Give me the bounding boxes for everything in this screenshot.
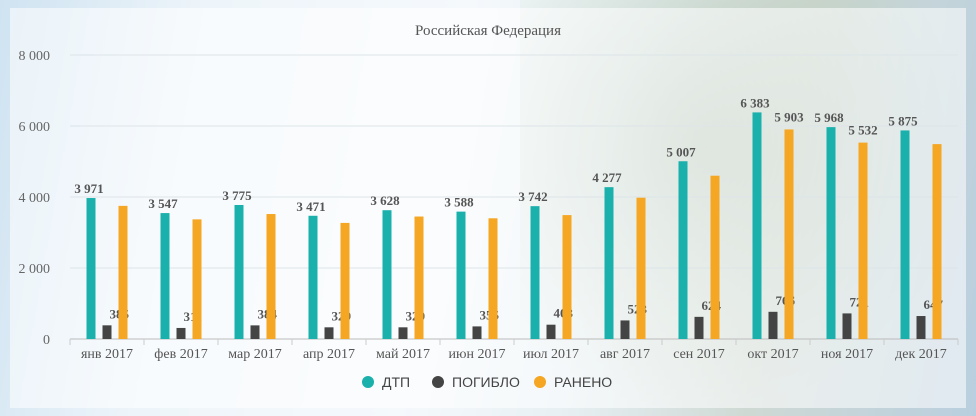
- bar-injured: [784, 129, 794, 339]
- y-tick-label: 0: [43, 333, 50, 348]
- y-tick-label: 6 000: [19, 120, 51, 135]
- bar-dtp: [308, 215, 318, 339]
- x-tick-label: окт 2017: [747, 347, 798, 362]
- bar-dtp: [678, 161, 688, 339]
- bar-killed: [546, 324, 556, 339]
- legend-marker-injured: [534, 376, 546, 388]
- bar-killed: [102, 325, 112, 339]
- bar-injured: [118, 205, 128, 339]
- data-label-dtp: 4 277: [592, 170, 622, 185]
- x-tick-label: июн 2017: [449, 347, 506, 362]
- gridlines: [70, 54, 958, 340]
- legend-label-injured: РАНЕНО: [554, 374, 612, 390]
- data-label-dtp: 3 742: [518, 189, 547, 204]
- bar-injured: [266, 214, 276, 339]
- bar-injured: [340, 222, 350, 339]
- bar-killed: [916, 316, 926, 339]
- bar-dtp: [160, 213, 170, 339]
- chart-title: Российская Федерация: [415, 23, 561, 39]
- bar-dtp: [382, 210, 392, 339]
- bar-killed: [694, 316, 704, 339]
- data-label-dtp: 3 971: [74, 181, 103, 196]
- bar-injured: [488, 218, 498, 339]
- x-axis: янв 2017 фев 2017 мар 2017 апр 2017 май 2017…: [69, 339, 959, 362]
- x-tick-label: сен 2017: [673, 347, 725, 362]
- bar-injured: [562, 215, 572, 339]
- data-label-injured: 5 903: [774, 109, 804, 124]
- legend: ДТП ПОГИБЛО РАНЕНО: [362, 374, 612, 390]
- x-tick-label: мар 2017: [228, 347, 281, 362]
- bar-dtp: [900, 130, 910, 339]
- bar-dtp: [604, 187, 614, 339]
- bar-dtp: [234, 204, 244, 339]
- data-label-dtp: 5 875: [888, 113, 918, 128]
- bar-injured: [858, 142, 868, 339]
- y-tick-label: 2 000: [19, 262, 51, 277]
- y-axis: 0 2 000 4 000 6 000 8 000: [19, 49, 51, 348]
- bar-injured: [414, 216, 424, 339]
- bar-dtp: [86, 198, 96, 339]
- bar-killed: [324, 327, 334, 339]
- data-label-dtp: 3 471: [296, 199, 325, 214]
- x-tick-label: дек 2017: [895, 347, 947, 362]
- bar-injured: [636, 197, 646, 339]
- x-tick-label: ноя 2017: [821, 347, 873, 362]
- bar-injured: [710, 175, 720, 339]
- bars: 3 9713853 5473113 7753843 4713293 628329…: [74, 95, 944, 339]
- chart-panel: [10, 8, 966, 408]
- data-label-dtp: 5 007: [666, 144, 696, 159]
- data-label-dtp: 3 547: [148, 196, 178, 211]
- x-tick-label: янв 2017: [81, 347, 133, 362]
- x-tick-label: фев 2017: [154, 347, 207, 362]
- x-tick-label: май 2017: [376, 347, 430, 362]
- bar-injured: [932, 144, 942, 339]
- bar-killed: [250, 325, 260, 339]
- bar-killed: [176, 327, 186, 339]
- bar-killed: [398, 327, 408, 339]
- x-tick-label: апр 2017: [303, 347, 355, 362]
- bar-dtp: [456, 211, 466, 339]
- bar-killed: [472, 326, 482, 339]
- bar-killed: [842, 313, 852, 339]
- bar-dtp: [530, 206, 540, 339]
- legend-marker-dtp: [362, 376, 374, 388]
- y-tick-label: 8 000: [19, 49, 51, 64]
- data-label-dtp: 6 383: [740, 95, 770, 110]
- x-tick-label: авг 2017: [600, 347, 650, 362]
- legend-marker-killed: [432, 376, 444, 388]
- data-label-dtp: 3 775: [222, 188, 252, 203]
- bar-killed: [620, 320, 630, 339]
- data-label-injured: 5 532: [848, 123, 877, 138]
- data-label-dtp: 5 968: [814, 110, 844, 125]
- y-tick-label: 4 000: [19, 191, 51, 206]
- legend-label-dtp: ДТП: [382, 374, 410, 390]
- data-label-dtp: 3 628: [370, 193, 400, 208]
- data-label-dtp: 3 588: [444, 195, 474, 210]
- bar-killed: [768, 311, 778, 339]
- bar-injured: [192, 219, 202, 339]
- bar-dtp: [752, 112, 762, 339]
- x-tick-label: июл 2017: [523, 347, 579, 362]
- bar-dtp: [826, 127, 836, 339]
- legend-label-killed: ПОГИБЛО: [452, 374, 520, 390]
